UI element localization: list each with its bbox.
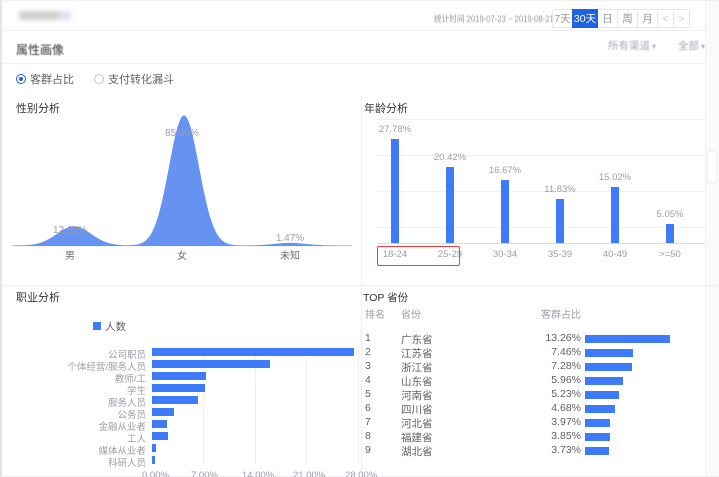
svg-text:1.47%: 1.47% — [276, 233, 304, 244]
svg-text:未知: 未知 — [280, 249, 300, 261]
svg-text:85.85%: 85.85% — [165, 128, 199, 139]
svg-text:女: 女 — [177, 249, 187, 261]
svg-text:男: 男 — [65, 250, 75, 261]
svg-text:12.68%: 12.68% — [53, 225, 87, 236]
